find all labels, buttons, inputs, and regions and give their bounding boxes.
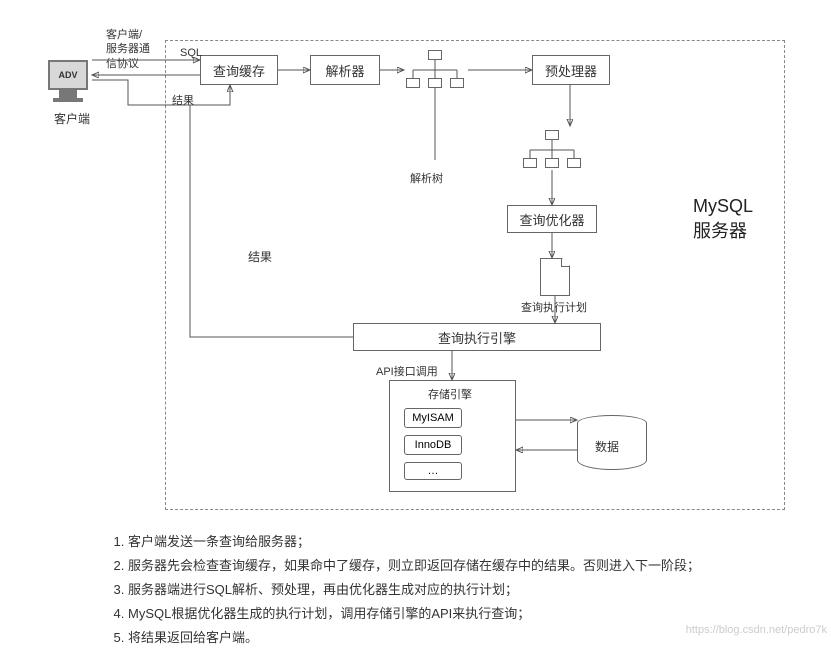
step-5: 将结果返回给客户端。: [128, 626, 700, 650]
step-4: MySQL根据优化器生成的执行计划，调用存储引擎的API来执行查询；: [128, 602, 700, 626]
step-1: 客户端发送一条查询给服务器；: [128, 530, 700, 554]
step-3: 服务器端进行SQL解析、预处理，再由优化器生成对应的执行计划；: [128, 578, 700, 602]
step-2: 服务器先会检查查询缓存，如果命中了缓存，则立即返回存储在缓存中的结果。否则进入下…: [128, 554, 700, 578]
steps-list: 客户端发送一条查询给服务器； 服务器先会检查查询缓存，如果命中了缓存，则立即返回…: [110, 530, 700, 650]
watermark: https://blog.csdn.net/pedro7k: [686, 624, 827, 636]
